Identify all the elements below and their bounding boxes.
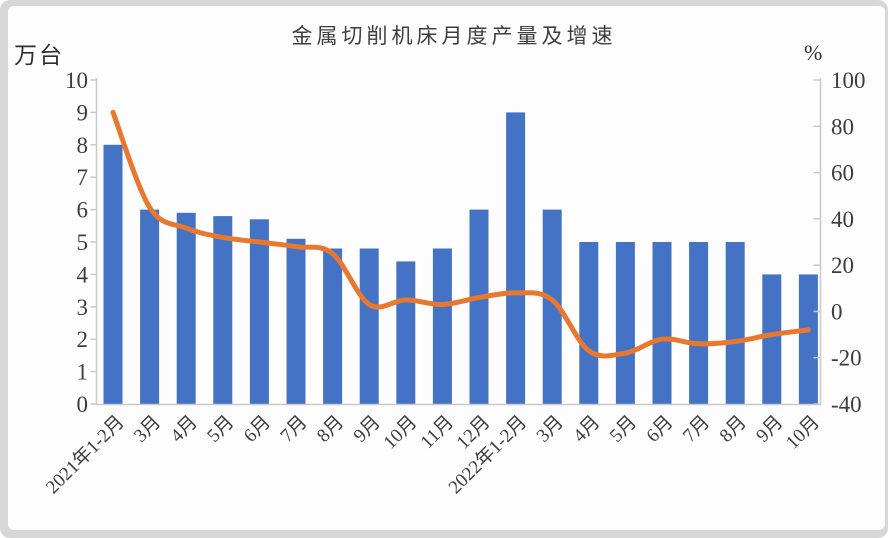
y-right-tick-label: 100 [831,68,866,93]
y-left-tick-label: 5 [77,230,89,255]
bar [176,212,196,404]
x-category-label: 7月 [679,412,714,447]
bar [506,112,526,405]
x-category-label: 3月 [533,412,568,447]
x-category-label: 10月 [380,412,422,454]
bar [359,248,379,404]
x-category-label: 4月 [569,412,604,447]
x-category-label: 4月 [167,412,202,447]
bar [286,238,306,404]
left-axis-unit-label: 万台 [14,43,64,68]
x-category-label: 6月 [643,412,678,447]
chart-title: 金属切削机床月度产量及增速 [291,24,617,48]
x-category-label: 9月 [752,412,787,447]
growth-rate-line [110,109,811,359]
y-left-tick-label: 9 [77,100,89,125]
y-left-tick-label: 7 [77,165,89,190]
x-category-label: 7月 [277,412,312,447]
bar [323,248,343,404]
bar [432,248,452,404]
y-right-tick-label: 40 [831,207,854,232]
y-left-tick-label: 1 [77,360,89,385]
x-category-label: 2021年1-2月 [41,411,128,498]
x-category-label: 3月 [130,412,165,447]
x-category-label: 5月 [203,412,238,447]
bar [798,274,818,404]
y-right-tick-label: 20 [831,253,854,278]
y-right-tick-label: 60 [831,161,854,186]
x-category-label: 8月 [716,412,751,447]
bar [579,242,599,404]
y-left-tick-label: 4 [77,262,89,287]
bar [103,144,123,405]
y-right-tick-label: 0 [831,299,843,324]
x-category-label: 6月 [240,412,275,447]
x-category-label: 11月 [417,412,458,453]
y-left-tick-label: 2 [77,327,89,352]
bar [725,242,745,404]
bar [652,242,672,404]
y-right-tick-label: -40 [831,392,862,417]
bar [249,219,269,404]
y-left-tick-label: 8 [77,133,89,158]
bar [689,242,709,404]
y-left-tick-label: 10 [65,68,88,93]
x-category-label: 5月 [606,412,641,447]
y-left-tick-label: 0 [77,392,89,417]
x-category-label: 10月 [782,412,824,454]
right-axis-unit-label: % [804,40,823,65]
bar [469,209,489,404]
x-category-label: 8月 [313,412,348,447]
y-right-tick-label: -20 [831,346,862,371]
bar [213,216,233,404]
bar [615,242,635,404]
y-right-tick-label: 80 [831,114,854,139]
bar [396,261,416,404]
bar [542,209,562,404]
bar [140,209,160,404]
y-left-tick-label: 3 [77,295,89,320]
y-left-tick-label: 6 [77,198,89,223]
x-category-label: 9月 [350,412,385,447]
bar [762,274,782,404]
